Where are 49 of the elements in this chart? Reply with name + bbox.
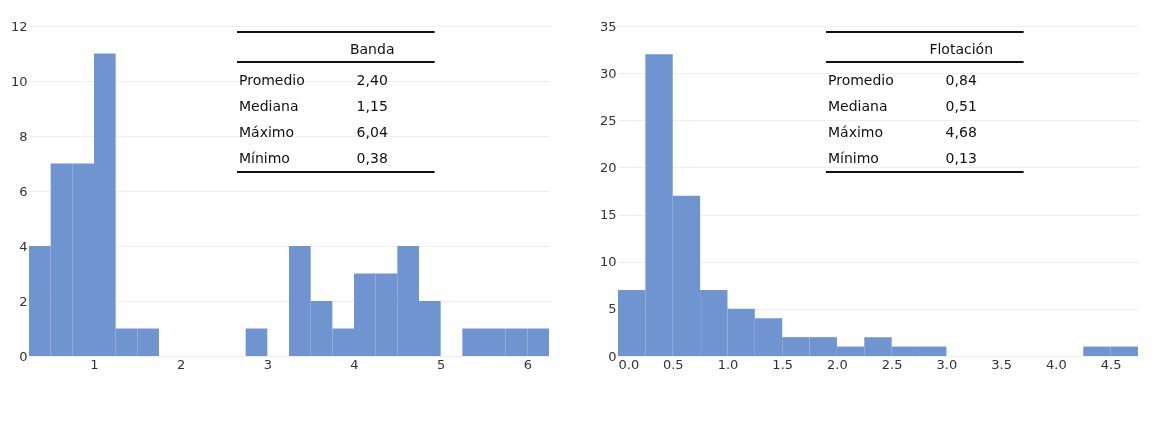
x-tick-label: 1 [90, 356, 99, 372]
annotation: Banda [349, 41, 395, 58]
x-tick-label: 3.0 [936, 356, 958, 372]
annotation: 4,68 [945, 124, 977, 140]
annotation: Flotación [929, 41, 993, 58]
y-tick-label: 20 [599, 159, 617, 175]
annotation: Promedio [239, 72, 305, 88]
annotation: Máximo [828, 124, 884, 140]
annotation: 0,84 [945, 72, 977, 88]
x-tick-label: 3 [263, 356, 272, 372]
annotation: Mediana [239, 98, 299, 114]
y-tick-label: 35 [599, 18, 617, 34]
y-tick-label: 30 [599, 65, 617, 81]
annotation: 0,38 [356, 150, 388, 166]
annotation: 2,40 [356, 72, 388, 88]
y-tick-label: 10 [10, 73, 28, 89]
x-tick-label: 2.0 [827, 356, 848, 372]
y-tick-label: 0 [608, 348, 617, 364]
y-tick-label: 2 [19, 293, 28, 309]
y-tick-label: 6 [19, 183, 28, 199]
x-tick-label: 4.0 [1046, 356, 1067, 372]
annotation: Mínimo [239, 150, 290, 166]
annotation: 1,15 [356, 98, 388, 114]
y-tick-label: 4 [19, 238, 28, 254]
x-tick-label: 6 [523, 356, 532, 372]
x-tick-label: 2.5 [881, 356, 903, 372]
y-tick-label: 25 [599, 112, 617, 128]
annotation: Mínimo [828, 150, 879, 166]
y-tick-label: 15 [599, 207, 617, 223]
y-tick-label: 10 [599, 254, 617, 270]
x-tick-label: 1.5 [772, 356, 794, 372]
x-tick-label: 0.0 [618, 356, 640, 372]
annotation: 0,51 [945, 98, 977, 114]
y-tick-label: 8 [19, 128, 28, 144]
x-tick-label: 2 [177, 356, 186, 372]
x-tick-label: 3.5 [991, 356, 1012, 372]
annotation: 0,13 [945, 150, 977, 166]
annotation: Promedio [828, 72, 894, 88]
annotation: Mediana [828, 98, 888, 114]
x-tick-label: 5 [437, 356, 446, 372]
x-tick-label: 4.5 [1100, 356, 1122, 372]
y-tick-label: 5 [608, 301, 617, 317]
x-tick-label: 4 [350, 356, 359, 372]
y-tick-label: 0 [19, 348, 28, 364]
annotation: Máximo [239, 124, 295, 140]
x-tick-label: 1.0 [717, 356, 739, 372]
y-tick-label: 12 [10, 18, 28, 34]
annotation: 6,04 [356, 124, 388, 140]
x-tick-label: 0.5 [662, 356, 684, 372]
